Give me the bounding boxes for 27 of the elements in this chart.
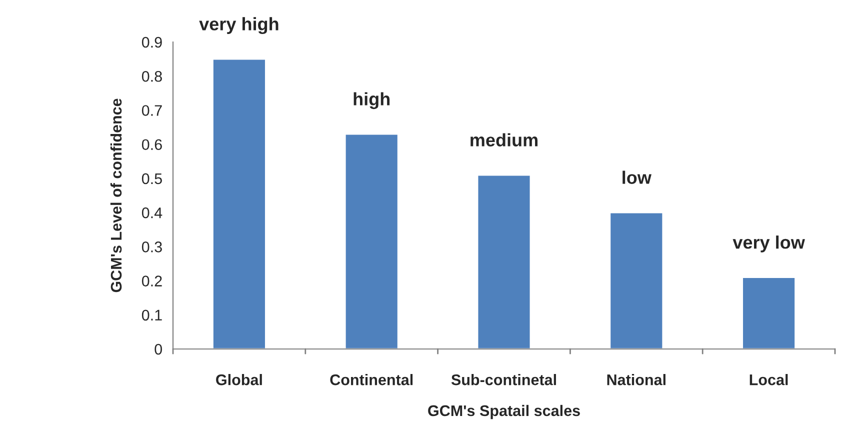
data-label: very high — [199, 17, 278, 34]
x-tick-label: Global — [216, 374, 262, 386]
data-label: high — [354, 92, 390, 110]
x-tick-label: Sub-continetal — [451, 374, 556, 386]
y-tick-label: 0.4 — [142, 207, 162, 218]
y-tick-label: 0.3 — [142, 242, 162, 252]
data-label: low — [622, 170, 652, 184]
y-tick-label: 0 — [154, 344, 162, 355]
bar — [476, 174, 532, 349]
y-tick-label: 0.6 — [142, 139, 162, 150]
data-label: very low — [732, 236, 805, 252]
y-tick-label: 0.9 — [142, 36, 162, 48]
bar — [742, 276, 796, 349]
bar — [344, 133, 399, 349]
y-tick-label: 0.2 — [142, 276, 162, 286]
y-tick-label: 0.7 — [142, 105, 162, 116]
y-tick-label: 0.8 — [142, 70, 162, 82]
y-tick-label: 0.1 — [142, 310, 162, 321]
x-tick-label: National — [607, 374, 666, 386]
bar — [212, 58, 266, 349]
y-tick-label: 0.5 — [142, 173, 162, 184]
y-axis-title: GCM's Level of confidence — [110, 98, 122, 292]
x-tick-label: Continental — [330, 374, 413, 386]
data-label: medium — [470, 133, 538, 146]
bar — [609, 212, 664, 349]
x-tick-label: Local — [750, 374, 788, 386]
x-axis-title: GCM's Spatail scales — [428, 404, 580, 420]
